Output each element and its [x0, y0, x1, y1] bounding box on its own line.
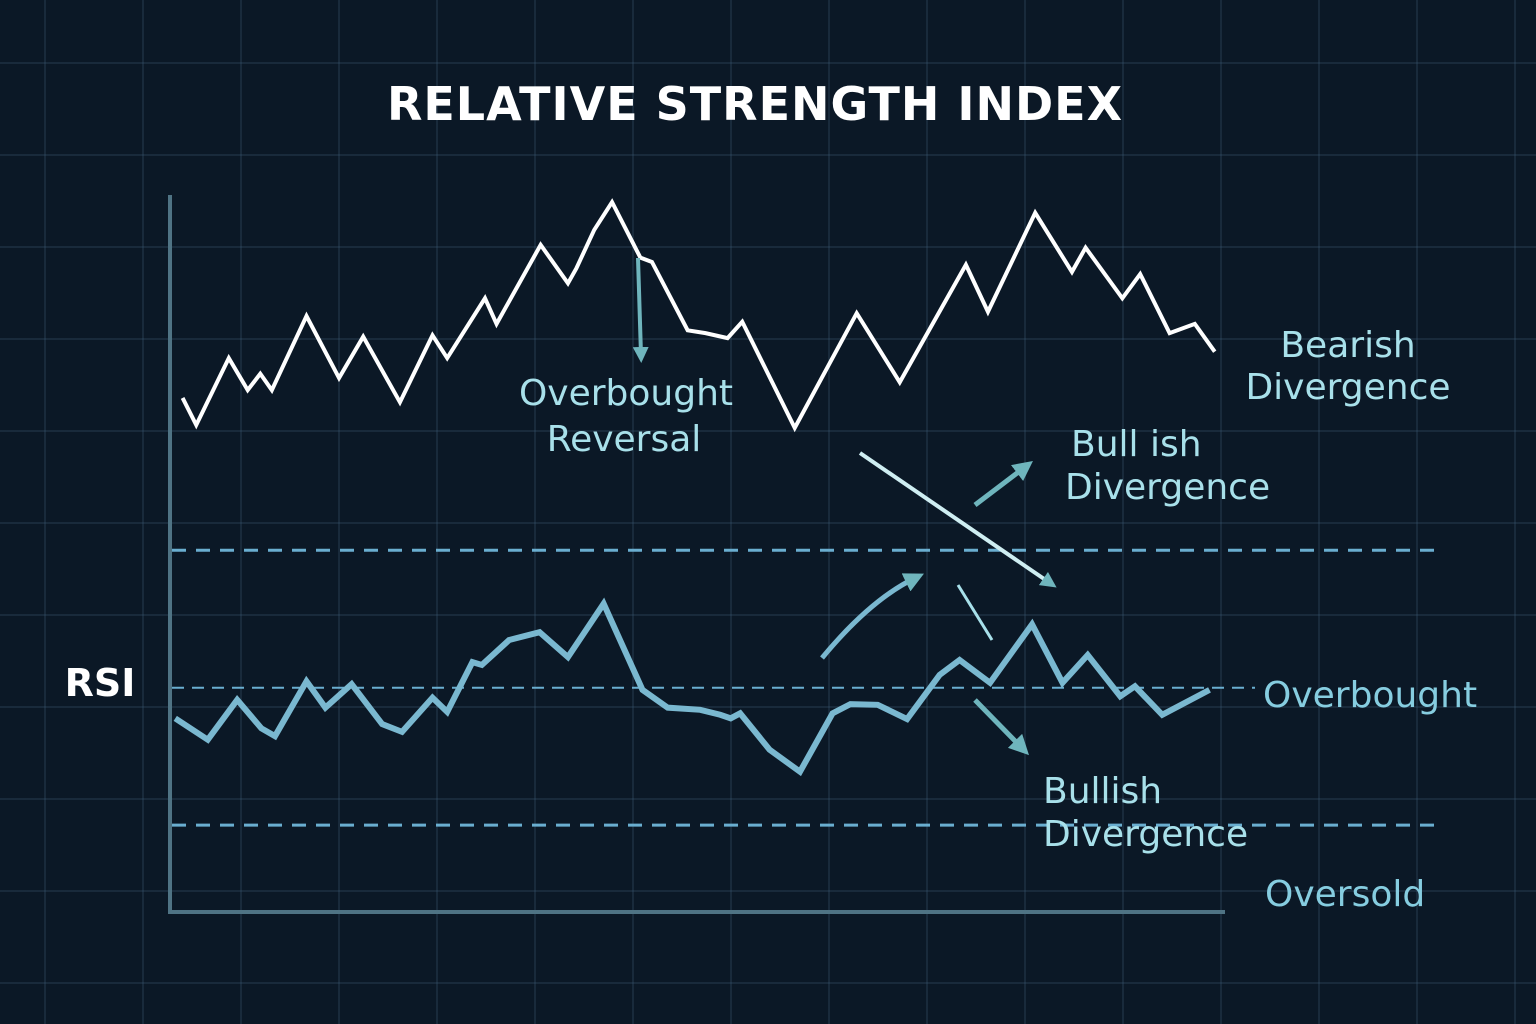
bullish-curve-arrow	[820, 573, 924, 660]
annotation-bullish-divergence-upper-2: Divergence	[1065, 467, 1270, 508]
oversold-label: Oversold	[1265, 874, 1425, 915]
annotation-bullish-divergence-lower-2: Divergence	[1043, 814, 1248, 855]
chart-title: RELATIVE STRENGTH INDEX	[387, 77, 1123, 131]
annotation-overbought-reversal-2: Reversal	[547, 419, 702, 460]
y-axis-label: RSI	[65, 661, 136, 705]
annotation-bearish-divergence-2: Divergence	[1245, 367, 1450, 408]
overbought-reversal-arrow	[632, 257, 649, 363]
bullish-divergence-arrow-down	[973, 698, 1029, 756]
annotation-bearish-divergence-1: Bearish	[1280, 325, 1415, 366]
annotation-bullish-divergence-lower-1: Bullish	[1043, 771, 1162, 812]
annotation-overbought-reversal-1: Overbought	[519, 373, 733, 414]
annotation-bullish-divergence-upper-1: Bull ish	[1071, 424, 1202, 465]
overbought-label: Overbought	[1263, 675, 1477, 716]
divergence-tick	[956, 584, 994, 641]
rsi-line	[173, 597, 1211, 777]
bullish-divergence-arrow-up	[973, 460, 1033, 507]
price-line	[180, 198, 1217, 433]
divergence-arrow	[858, 451, 1057, 588]
